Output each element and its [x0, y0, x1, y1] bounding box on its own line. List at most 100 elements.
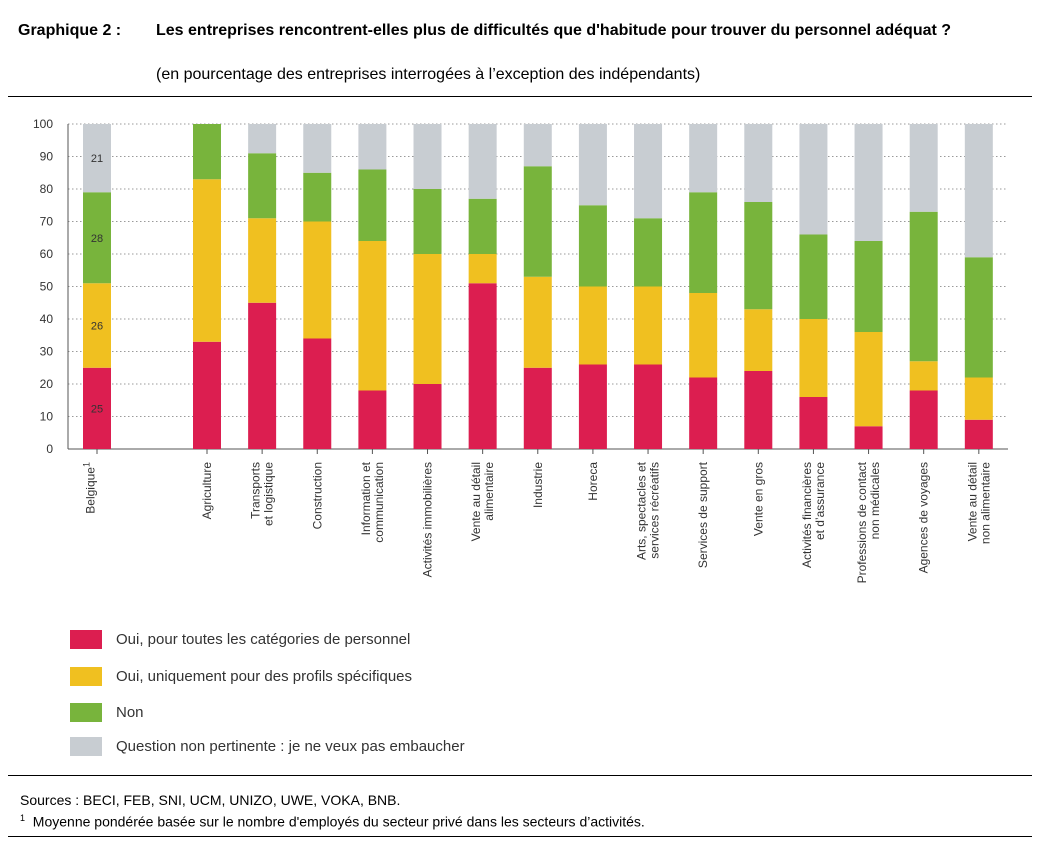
x-category-label-line: Services de support	[696, 461, 710, 568]
x-category-label-line: services récréatifs	[648, 462, 662, 559]
bar-segment	[358, 124, 387, 170]
x-category-label: Vente en gros	[751, 462, 765, 536]
bar-segment	[248, 124, 277, 154]
x-category-label-line: non alimentaire	[978, 462, 992, 544]
bar-segment	[578, 286, 607, 365]
chart-subtitle: (en pourcentage des entreprises interrog…	[156, 66, 701, 83]
bar-segment	[854, 426, 883, 449]
bar-segment	[799, 319, 828, 397]
legend-label-all-categories: Oui, pour toutes les catégories de perso…	[116, 631, 411, 648]
x-category-label-line: et logistique	[262, 462, 276, 526]
bar-segment	[248, 218, 277, 303]
x-category-label-line: Agriculture	[200, 462, 214, 520]
bar-segment	[303, 338, 332, 449]
x-category-label: Arts, spectacles etservices récréatifs	[635, 461, 662, 560]
x-category-label-line: Vente au détail	[965, 462, 979, 541]
bar-segment	[358, 169, 387, 241]
bar-segment	[413, 384, 442, 449]
bar-segment	[634, 124, 663, 219]
x-category-label: Professions de contactnon médicales	[855, 461, 882, 583]
footnote-text: Moyenne pondérée basée sur le nombre d'e…	[32, 813, 645, 830]
bar-segment	[689, 192, 718, 293]
footnote-marker: 1	[20, 813, 26, 823]
x-category-label: Transportset logistique	[249, 462, 276, 526]
x-category-label: Services de support	[696, 461, 710, 568]
y-tick-label: 90	[40, 150, 54, 164]
x-category-label-line: Belgique	[84, 467, 98, 514]
x-category-label-line: Horeca	[586, 462, 600, 501]
y-tick-label: 10	[40, 410, 54, 424]
x-category-label-line: Vente au détail	[469, 462, 483, 541]
x-category-label-line: Arts, spectacles et	[635, 461, 649, 560]
bar-segment	[689, 377, 718, 449]
x-category-label: Information etcommunication	[359, 461, 386, 542]
bar-segment	[909, 390, 938, 449]
x-category-label: Belgique1	[82, 462, 98, 514]
data-label: 28	[91, 233, 103, 245]
x-category-label: Construction	[310, 462, 324, 529]
bar-segment	[193, 341, 221, 449]
bar-segment	[83, 367, 111, 449]
x-category-label: Industrie	[531, 462, 545, 508]
bar-segment	[578, 124, 607, 206]
bar-segment	[193, 179, 221, 342]
y-tick-label: 0	[46, 442, 53, 456]
bar-segment	[83, 192, 111, 284]
bar-segment	[909, 361, 938, 391]
x-category-label-line: Construction	[310, 462, 324, 529]
bar-segment	[303, 221, 332, 339]
legend-swatch-all-categories	[70, 630, 102, 649]
footnote: 1 Moyenne pondérée basée sur le nombre d…	[20, 809, 645, 831]
bar-segment	[909, 211, 938, 362]
bar-segment	[303, 172, 332, 222]
bar-segment	[634, 218, 663, 287]
x-category-label-line: Industrie	[531, 462, 545, 508]
chart-number-label: Graphique 2 :	[18, 22, 122, 39]
bar-segment	[854, 332, 883, 427]
x-category-label-line: Vente en gros	[751, 462, 765, 536]
bar-segment	[413, 254, 442, 384]
bar-segment	[909, 124, 938, 212]
bar-segment	[358, 241, 387, 391]
bar-segment	[744, 309, 773, 371]
bar-segment	[964, 257, 993, 378]
bar-segment	[964, 124, 993, 258]
x-category-label: Agences de voyages	[917, 462, 931, 573]
bar-segment	[468, 254, 497, 284]
bar-segment	[83, 124, 111, 193]
stacked-bar-chart: 0 10 20 30 40 50 60 70 80 90 100 25 26 28 21 Belgique1 A…	[33, 117, 1008, 583]
x-category-label-line: Agences de voyages	[917, 462, 931, 573]
data-label: 21	[91, 153, 103, 165]
x-category-label-line: alimentaire	[482, 462, 496, 521]
bar-segment	[578, 205, 607, 287]
x-category-label-line: et d’assurance	[813, 462, 827, 540]
x-category-label-line: Activités immobilières	[421, 462, 435, 577]
legend-label-not-hiring: Question non pertinente : je ne veux pas…	[116, 738, 465, 755]
bar-segment	[523, 276, 552, 368]
bar-segment	[413, 189, 442, 254]
x-category-label: Vente au détailnon alimentaire	[965, 462, 992, 544]
bar-segment	[248, 302, 277, 449]
legend-swatch-not-hiring	[70, 737, 102, 756]
x-category-label: Vente au détailalimentaire	[469, 462, 496, 542]
bar-segment	[634, 364, 663, 449]
x-category-label-line: Transports	[249, 462, 263, 519]
x-category-label-line: non médicales	[868, 462, 882, 539]
x-category-label-line: 1	[82, 462, 92, 467]
y-tick-label: 20	[40, 377, 54, 391]
sources-text: Sources : BECI, FEB, SNI, UCM, UNIZO, UW…	[20, 792, 401, 808]
y-tick-label: 30	[40, 345, 54, 359]
bar-segment	[303, 124, 332, 173]
legend-swatch-specific-profiles	[70, 667, 102, 686]
x-category-label: Activités immobilières	[421, 462, 435, 577]
bar-segment	[799, 397, 828, 449]
x-category-label-line: Activités financières	[800, 462, 814, 568]
bar-segment	[744, 124, 773, 202]
bar-segment	[523, 124, 552, 167]
bar-segment	[248, 153, 277, 219]
chart-title: Les entreprises rencontrent-elles plus d…	[156, 22, 952, 39]
bar-segment	[854, 241, 883, 332]
bar-segment	[468, 283, 497, 449]
bar-segment	[799, 124, 828, 235]
bar-segment	[689, 124, 718, 193]
